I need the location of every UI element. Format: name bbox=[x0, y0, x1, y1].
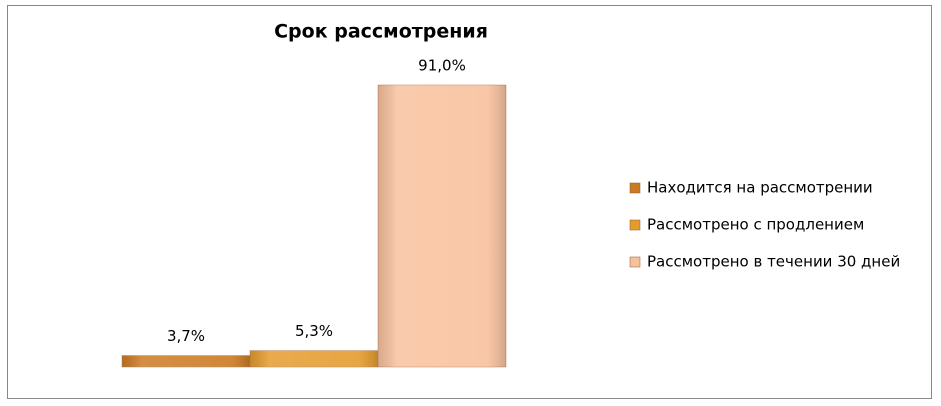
bar bbox=[377, 84, 507, 368]
bar bbox=[121, 355, 251, 368]
legend-swatch bbox=[629, 219, 641, 231]
legend-swatch bbox=[629, 182, 641, 194]
bar bbox=[249, 350, 379, 368]
legend-swatch bbox=[629, 256, 641, 268]
data-label: 5,3% bbox=[295, 322, 333, 340]
chart-title: Срок рассмотрения bbox=[274, 21, 488, 43]
legend-label: Находится на рассмотрении bbox=[647, 179, 873, 197]
data-label: 3,7% bbox=[167, 327, 205, 345]
legend-label: Рассмотрено с продлением bbox=[647, 216, 864, 234]
legend-label: Рассмотрено в течении 30 дней bbox=[647, 253, 900, 271]
data-label: 91,0% bbox=[418, 57, 466, 75]
